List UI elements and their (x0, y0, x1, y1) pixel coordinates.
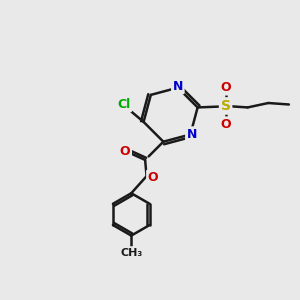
Text: Cl: Cl (117, 98, 130, 111)
Text: O: O (220, 118, 231, 131)
Text: O: O (120, 145, 130, 158)
Text: CH₃: CH₃ (120, 248, 142, 258)
Text: S: S (220, 99, 231, 113)
Text: N: N (173, 80, 183, 93)
Text: O: O (220, 81, 231, 94)
Text: N: N (187, 128, 197, 141)
Text: O: O (148, 171, 158, 184)
